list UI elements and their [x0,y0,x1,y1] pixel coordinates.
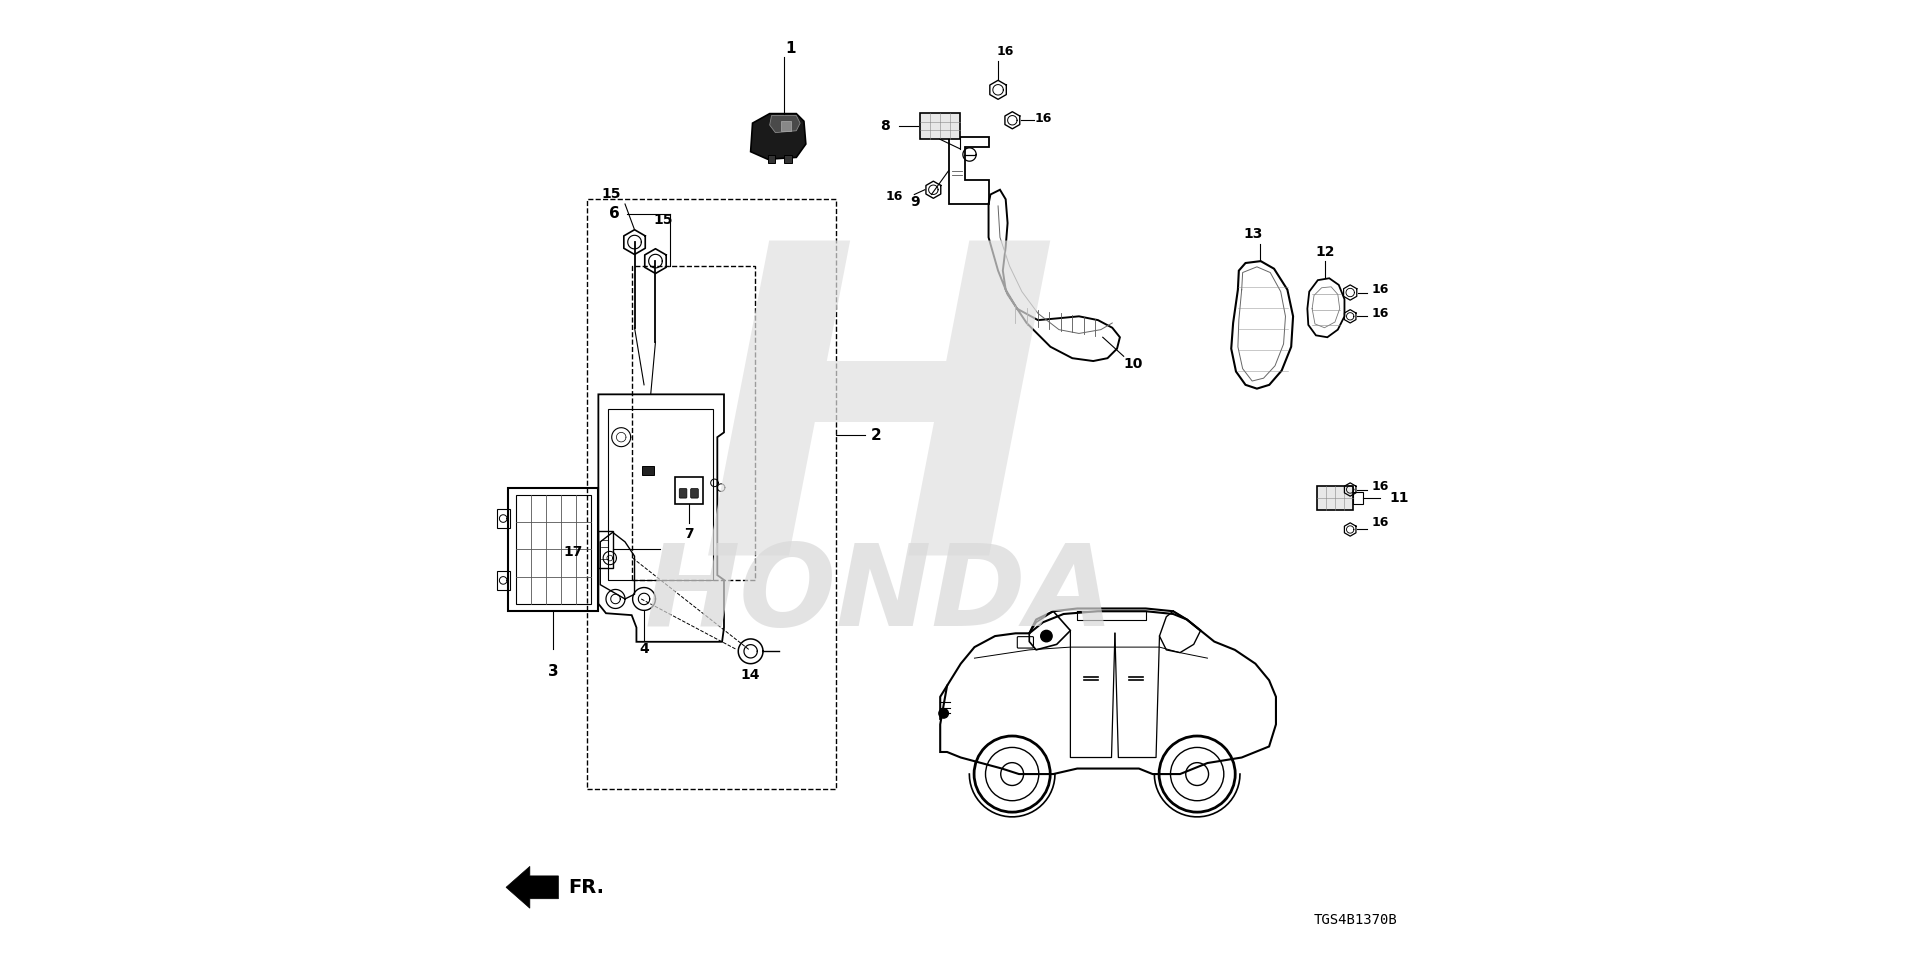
FancyBboxPatch shape [641,466,653,475]
Polygon shape [770,115,801,132]
Text: 6: 6 [609,206,620,221]
Circle shape [939,708,948,718]
Text: 17: 17 [563,545,582,559]
Text: 16: 16 [1371,480,1388,493]
FancyBboxPatch shape [680,489,687,498]
Text: HONDA: HONDA [645,539,1114,650]
Text: 12: 12 [1315,245,1334,258]
Text: H: H [699,228,1060,646]
Text: 8: 8 [879,119,889,133]
Text: 9: 9 [910,195,920,209]
Polygon shape [751,113,806,159]
Text: 1: 1 [785,41,797,57]
Text: 10: 10 [1123,357,1142,371]
Text: 3: 3 [547,663,559,679]
Circle shape [1041,631,1052,642]
Text: 16: 16 [885,190,902,203]
FancyBboxPatch shape [920,112,960,139]
FancyBboxPatch shape [768,156,776,163]
Text: TGS4B1370B: TGS4B1370B [1313,913,1398,927]
Text: 13: 13 [1244,228,1263,242]
Polygon shape [507,866,559,908]
Text: 16: 16 [1371,283,1388,297]
Text: 14: 14 [741,668,760,683]
FancyBboxPatch shape [691,489,699,498]
FancyBboxPatch shape [1317,486,1354,511]
Text: 16: 16 [1035,112,1052,125]
Text: 16: 16 [996,45,1014,59]
Text: 2: 2 [872,428,881,443]
FancyBboxPatch shape [1018,636,1033,648]
Text: 4: 4 [639,642,649,657]
Text: 15: 15 [653,213,672,228]
Text: 16: 16 [1371,307,1388,320]
Text: FR.: FR. [568,877,605,897]
FancyBboxPatch shape [781,121,791,131]
FancyBboxPatch shape [783,156,791,163]
Text: 15: 15 [601,187,620,202]
Text: 11: 11 [1390,492,1409,505]
Text: 7: 7 [684,527,693,541]
Text: 16: 16 [1371,516,1388,529]
